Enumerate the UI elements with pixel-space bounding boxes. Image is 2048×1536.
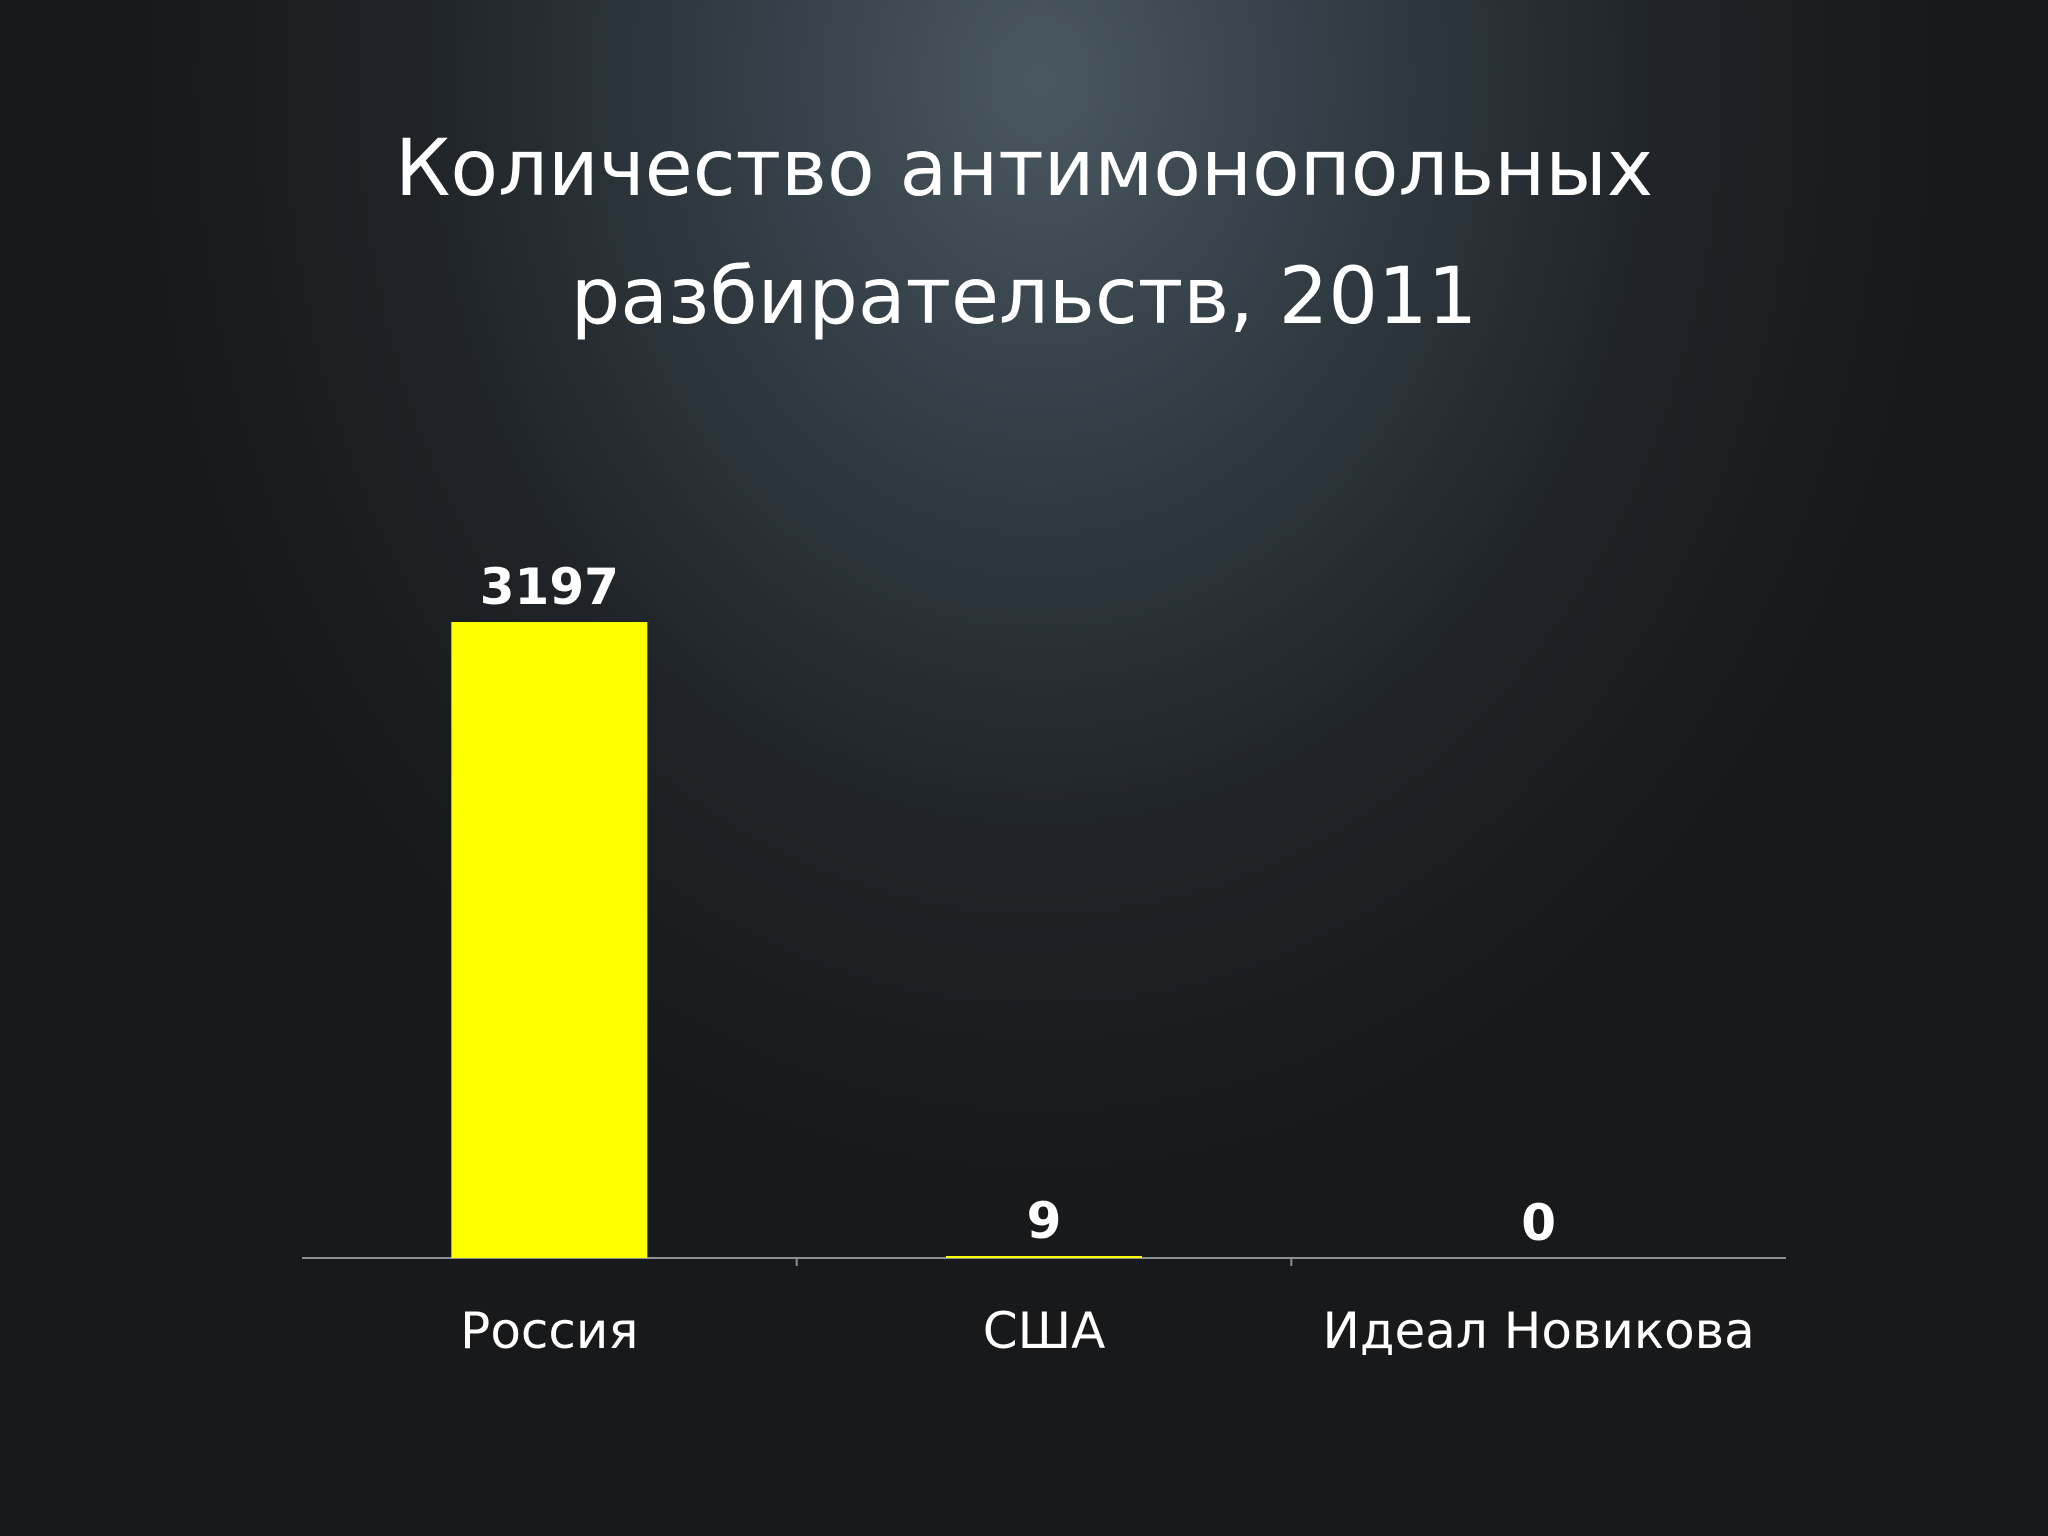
slide-title-line-1: Количество антимонопольных xyxy=(394,124,1654,214)
data-label-1: 9 xyxy=(1027,1192,1062,1250)
category-label-1: США xyxy=(983,1302,1106,1360)
category-label-0: Россия xyxy=(460,1302,638,1360)
category-label-2: Идеал Новикова xyxy=(1323,1302,1755,1360)
data-label-2: 0 xyxy=(1521,1194,1556,1252)
slide-title: Количество антимонопольных разбирательст… xyxy=(0,105,2048,361)
slide-title-line-2: разбирательств, 2011 xyxy=(570,252,1478,342)
data-label-0: 3197 xyxy=(480,558,619,616)
bar-0 xyxy=(451,622,648,1258)
bar-1 xyxy=(946,1256,1142,1258)
